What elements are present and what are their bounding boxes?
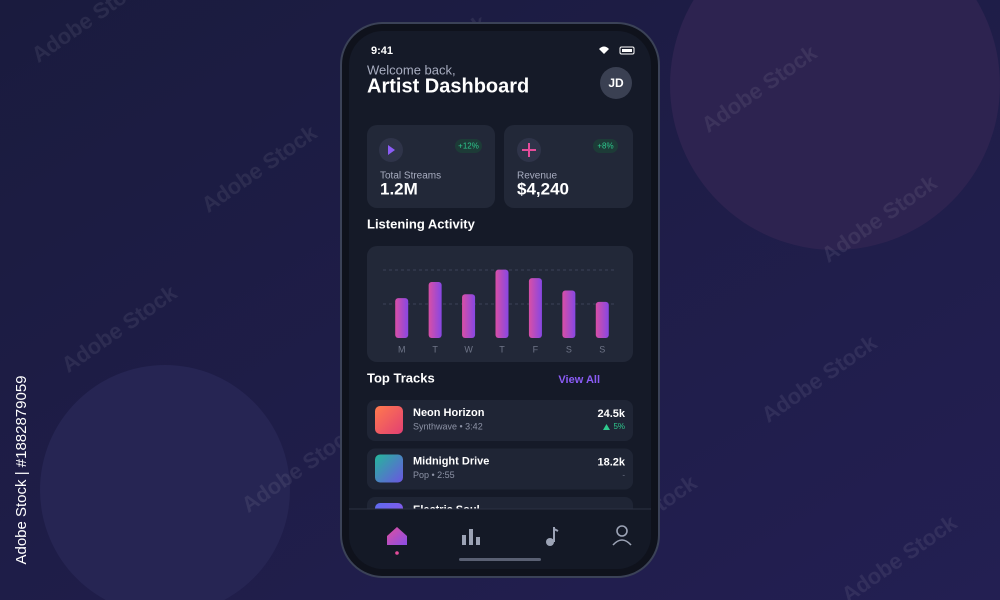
track-change: 5% bbox=[613, 422, 625, 431]
bar bbox=[395, 298, 409, 338]
track-title: Midnight Drive bbox=[413, 455, 489, 467]
plus-icon bbox=[522, 143, 536, 157]
track-subtitle: Pop • 2:55 bbox=[413, 470, 455, 480]
status-time: 9:41 bbox=[371, 45, 393, 57]
page-title: Artist Dashboard bbox=[367, 75, 529, 97]
track-cover bbox=[375, 406, 403, 434]
view-all-link[interactable]: View All bbox=[558, 374, 600, 386]
battery-icon bbox=[619, 46, 635, 55]
decor-circle bbox=[40, 365, 290, 600]
nav-active-dot bbox=[395, 551, 399, 555]
avatar-initials: JD bbox=[608, 76, 624, 90]
bar bbox=[462, 294, 476, 338]
day-label: T bbox=[499, 344, 505, 354]
section-title: Listening Activity bbox=[367, 216, 476, 231]
bar bbox=[562, 290, 576, 338]
track-row[interactable] bbox=[367, 400, 633, 441]
stat-value: $4,240 bbox=[517, 179, 569, 198]
change-badge bbox=[455, 139, 482, 153]
track-plays: 18.2k bbox=[597, 456, 625, 468]
change-badge bbox=[593, 139, 618, 153]
play-icon bbox=[388, 145, 395, 155]
change-text: +12% bbox=[458, 142, 479, 151]
greeting: Welcome back, bbox=[367, 62, 456, 77]
nav-profile-body bbox=[612, 539, 632, 546]
day-label: S bbox=[566, 344, 572, 354]
battery-level bbox=[622, 49, 632, 52]
track-cover bbox=[375, 454, 403, 483]
nav-profile[interactable] bbox=[616, 525, 628, 537]
decor-circle bbox=[670, 0, 1000, 250]
day-label: M bbox=[398, 344, 406, 354]
side-watermark: Adobe Stock | #1882879059 bbox=[13, 375, 30, 564]
nav-home[interactable] bbox=[387, 527, 407, 545]
stat-label: Total Streams bbox=[380, 171, 441, 182]
nav-music[interactable] bbox=[553, 527, 559, 542]
track-row[interactable] bbox=[367, 448, 633, 490]
track-subtitle: Synthwave • 3:42 bbox=[413, 421, 483, 431]
bar bbox=[528, 278, 542, 338]
avatar[interactable] bbox=[600, 67, 632, 99]
day-label: S bbox=[599, 344, 605, 354]
day-label: T bbox=[432, 344, 438, 354]
bar bbox=[595, 301, 609, 338]
section-title: Top Tracks bbox=[367, 370, 435, 385]
wifi-icon bbox=[599, 46, 609, 54]
day-label: W bbox=[464, 344, 473, 354]
change-text: +8% bbox=[597, 142, 613, 151]
stat-label: Revenue bbox=[517, 171, 557, 182]
track-plays: 24.5k bbox=[597, 408, 625, 420]
bar bbox=[428, 281, 442, 338]
bar bbox=[495, 269, 509, 338]
stat-value: 1.2M bbox=[380, 179, 418, 198]
nav-stats[interactable] bbox=[462, 529, 480, 545]
home-indicator bbox=[459, 558, 541, 561]
day-label: F bbox=[533, 344, 539, 354]
track-title: Neon Horizon bbox=[413, 407, 485, 419]
nav-music-note bbox=[546, 538, 554, 546]
trend-up-icon bbox=[603, 424, 610, 430]
track-change: - bbox=[622, 471, 625, 480]
